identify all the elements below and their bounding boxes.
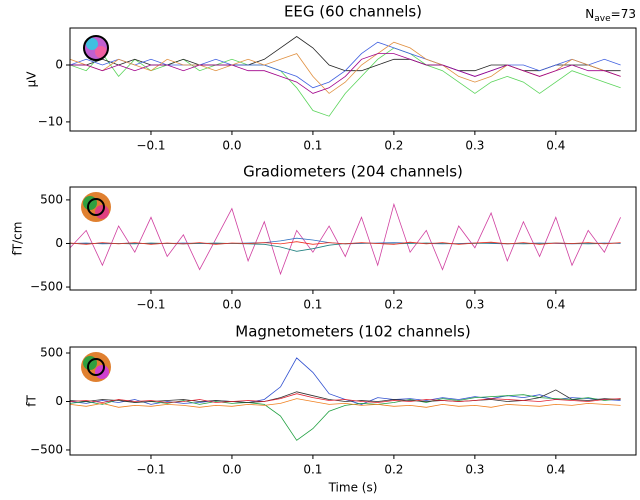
y-tick-label: 0 bbox=[55, 57, 63, 71]
x-tick-label: 0.2 bbox=[384, 139, 403, 153]
annotation-suffix: =73 bbox=[611, 7, 636, 21]
x-tick-label: 0.2 bbox=[384, 463, 403, 477]
annotation-text: N bbox=[585, 7, 594, 21]
x-tick-label: −0.1 bbox=[136, 463, 165, 477]
x-tick-label: 0.3 bbox=[465, 139, 484, 153]
axes-frame bbox=[69, 27, 637, 132]
y-tick-label: −500 bbox=[30, 442, 63, 456]
x-tick-label: 0.0 bbox=[222, 139, 241, 153]
x-axis-label: Time (s) bbox=[328, 481, 378, 495]
x-tick-label: 0.1 bbox=[303, 463, 322, 477]
head-icon bbox=[81, 35, 111, 382]
x-tick-label: 0.3 bbox=[465, 463, 484, 477]
trace bbox=[70, 389, 621, 403]
x-tick-label: 0.0 bbox=[222, 298, 241, 312]
y-tick-label: 0 bbox=[55, 236, 63, 250]
axes-frame bbox=[69, 186, 637, 291]
x-tick-label: 0.1 bbox=[303, 139, 322, 153]
y-tick-label: −500 bbox=[30, 280, 63, 294]
x-tick-label: −0.1 bbox=[136, 298, 165, 312]
trace bbox=[70, 393, 621, 403]
x-tick-label: 0.4 bbox=[546, 298, 565, 312]
trace bbox=[70, 241, 621, 245]
annotation: Nave=73 bbox=[585, 7, 636, 24]
y-tick-label: 500 bbox=[40, 192, 63, 206]
trace bbox=[70, 398, 621, 408]
x-tick-label: 0.1 bbox=[303, 298, 322, 312]
trace bbox=[70, 394, 621, 441]
y-axis-label: fT bbox=[25, 395, 39, 407]
x-tick-label: 0.3 bbox=[465, 298, 484, 312]
trace bbox=[70, 53, 621, 94]
x-tick-label: 0.0 bbox=[222, 463, 241, 477]
trace bbox=[70, 41, 621, 94]
chart-title: EEG (60 channels) bbox=[284, 3, 422, 21]
chart-title: Magnetometers (102 channels) bbox=[235, 323, 470, 341]
y-tick-label: 500 bbox=[40, 346, 63, 360]
y-axis-label: µV bbox=[25, 71, 39, 88]
y-tick-label: −10 bbox=[38, 114, 63, 128]
x-tick-label: 0.4 bbox=[546, 139, 565, 153]
trace bbox=[70, 36, 621, 72]
y-axis-label: fT/cm bbox=[11, 222, 25, 256]
x-tick-label: −0.1 bbox=[136, 139, 165, 153]
x-tick-label: 0.2 bbox=[384, 298, 403, 312]
x-tick-label: 0.4 bbox=[546, 463, 565, 477]
y-tick-label: 0 bbox=[55, 394, 63, 408]
annotation-subscript: ave bbox=[594, 14, 611, 24]
chart-title: Gradiometers (204 channels) bbox=[243, 163, 463, 181]
trace bbox=[70, 47, 621, 117]
trace bbox=[70, 202, 621, 276]
